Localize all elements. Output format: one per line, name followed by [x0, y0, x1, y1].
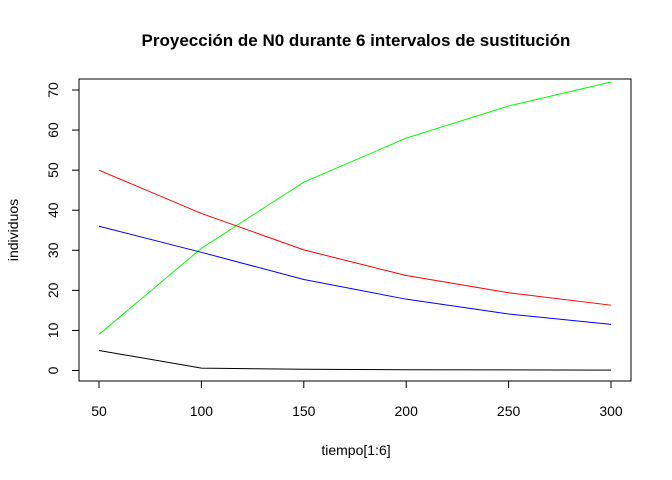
chart-title: Proyección de N0 durante 6 intervalos de… — [142, 31, 571, 50]
series-line-3 — [98, 169, 612, 306]
y-tick-label: 60 — [45, 122, 61, 138]
y-axis-label: individuos — [5, 199, 21, 261]
x-axis: 50 100 150 200 250 300 — [91, 380, 623, 419]
y-axis: 0 10 20 30 40 50 60 70 — [45, 82, 80, 374]
series-line-2 — [98, 81, 612, 335]
series-line-1 — [98, 349, 612, 371]
x-tick-label: 50 — [91, 403, 107, 419]
y-tick-label: 70 — [45, 82, 61, 98]
x-axis-label: tiempo[1:6] — [321, 442, 390, 458]
y-tick-label: 50 — [45, 162, 61, 178]
y-tick-label: 10 — [45, 322, 61, 338]
x-tick-label: 150 — [292, 403, 316, 419]
x-tick-label: 100 — [190, 403, 214, 419]
y-tick-label: 40 — [45, 202, 61, 218]
y-tick-label: 30 — [45, 242, 61, 258]
series-line-4 — [98, 225, 612, 325]
series-layer — [98, 81, 612, 371]
y-tick-label: 0 — [45, 366, 61, 374]
x-tick-label: 250 — [497, 403, 521, 419]
x-tick-label: 200 — [395, 403, 419, 419]
y-tick-label: 20 — [45, 282, 61, 298]
x-tick-label: 300 — [599, 403, 623, 419]
plot-area-frame — [78, 78, 632, 382]
